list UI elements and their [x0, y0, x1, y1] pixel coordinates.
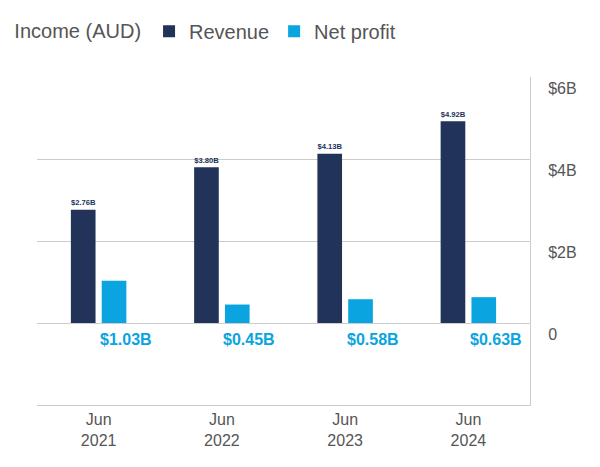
svg-text:$2.76B: $2.76B [71, 198, 96, 207]
svg-text:$3.80B: $3.80B [194, 156, 219, 165]
svg-text:$6B: $6B [548, 80, 576, 97]
svg-text:Jun2021: Jun2021 [81, 411, 117, 449]
svg-text:Jun2023: Jun2023 [327, 411, 363, 449]
svg-text:$4.92B: $4.92B [441, 110, 466, 119]
svg-text:$0.45B: $0.45B [223, 331, 275, 348]
svg-text:$4.13B: $4.13B [317, 142, 342, 151]
svg-text:Jun2024: Jun2024 [451, 411, 487, 449]
svg-text:$1.03B: $1.03B [100, 331, 152, 348]
svg-text:Jun2022: Jun2022 [204, 411, 240, 449]
svg-text:Income (AUD): Income (AUD) [14, 20, 141, 42]
svg-text:$2B: $2B [548, 244, 576, 261]
svg-text:$0.58B: $0.58B [347, 331, 399, 348]
svg-text:$0.63B: $0.63B [470, 331, 522, 348]
svg-text:Revenue: Revenue [189, 21, 269, 43]
svg-text:0: 0 [548, 326, 557, 343]
svg-text:Net profit: Net profit [314, 21, 396, 43]
svg-text:$4B: $4B [548, 162, 576, 179]
